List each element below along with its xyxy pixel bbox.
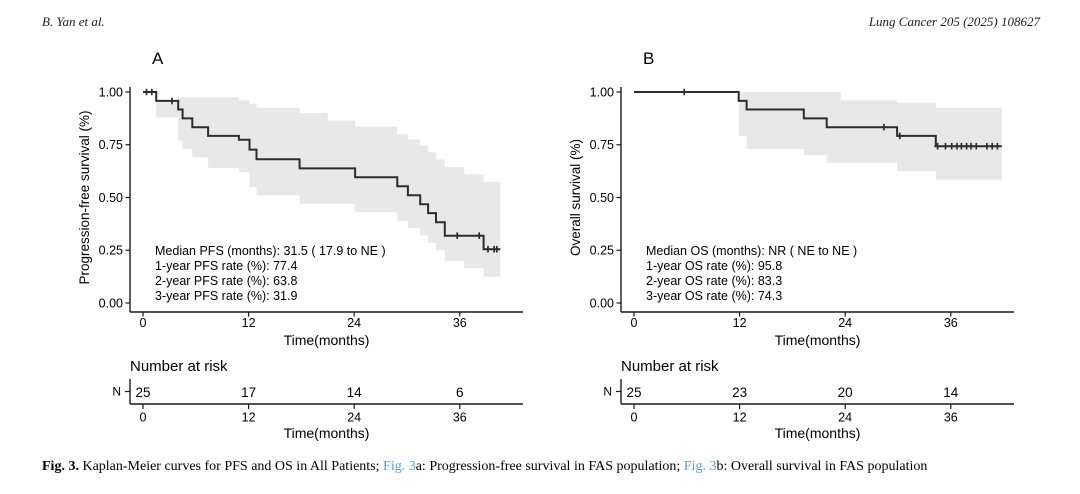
x-tick-label: 0 (140, 316, 147, 330)
annotation-line: 1-year OS rate (%): 95.8 (646, 259, 782, 273)
risk-value: 23 (732, 385, 747, 400)
risk-value: 14 (347, 385, 363, 400)
risk-table-title: Number at risk (130, 358, 228, 375)
annotation-line: 1-year PFS rate (%): 77.4 (155, 259, 297, 273)
annotation-line: 3-year OS rate (%): 74.3 (646, 289, 782, 303)
y-tick-label: 0.50 (99, 191, 123, 205)
running-head-journal: Lung Cancer 205 (2025) 108627 (868, 14, 1040, 29)
risk-value: 17 (241, 385, 256, 400)
y-tick-label: 0.50 (590, 191, 614, 205)
risk-tick-label: 0 (631, 411, 638, 425)
risk-tick-label: 36 (453, 411, 467, 425)
x-axis-title: Time(months) (775, 332, 861, 348)
km-panel-os: 1.00 0.75 0.50 0.25 0.00 0 12 24 36 B Overall surv… (566, 45, 1036, 450)
risk-value: 14 (943, 385, 959, 400)
annotation-line: 2-year PFS rate (%): 63.8 (155, 274, 297, 288)
censor-marks (143, 88, 501, 253)
figure-caption: Fig. 3. Kaplan-Meier curves for PFS and … (42, 459, 1040, 475)
x-tick-label: 36 (944, 316, 958, 330)
y-tick-label: 0.00 (590, 296, 614, 310)
risk-table-title: Number at risk (621, 358, 719, 375)
survival-curve (634, 91, 1002, 148)
km-chart-pfs: 1.00 0.75 0.50 0.25 0.00 0 12 24 36 A Progression-… (77, 49, 523, 441)
figure-caption-text-1: Kaplan-Meier curves for PFS and OS in Al… (78, 459, 384, 474)
y-axis-title: Overall survival (%) (568, 139, 583, 256)
figure-3a-link[interactable]: Fig. 3 (383, 459, 416, 474)
y-tick-label: 0.25 (99, 244, 123, 258)
panel-label: B (643, 49, 654, 68)
figure-caption-label: Fig. 3. (42, 459, 79, 474)
y-tick-label: 0.25 (590, 244, 614, 258)
km-chart-os: 1.00 0.75 0.50 0.25 0.00 0 12 24 36 B Overall surv… (568, 49, 1014, 441)
risk-tick-label: 12 (242, 411, 256, 425)
risk-value: 6 (456, 385, 464, 400)
risk-tick-label: 12 (733, 411, 747, 425)
figure-caption-text-3: b: Overall survival in FAS population (716, 459, 928, 474)
risk-axis-label: N (112, 385, 121, 399)
censor-marks (680, 88, 1001, 150)
y-tick-label: 1.00 (590, 85, 614, 99)
annotation-line: 2-year OS rate (%): 83.3 (646, 274, 782, 288)
x-tick-label: 0 (631, 316, 638, 330)
y-axis-title: Progression-free survival (%) (77, 110, 92, 284)
risk-tick-label: 24 (347, 411, 361, 425)
x-tick-label: 24 (838, 316, 852, 330)
risk-value: 20 (838, 385, 853, 400)
confidence-band (738, 92, 1002, 180)
y-tick-label: 0.75 (590, 138, 614, 152)
figure-caption-text-2: a: Progression-free survival in FAS popu… (415, 459, 684, 474)
risk-tick-label: 0 (140, 411, 147, 425)
risk-value: 25 (626, 385, 641, 400)
x-tick-label: 36 (453, 316, 467, 330)
risk-tick-label: 36 (944, 411, 958, 425)
km-panel-pfs: 1.00 0.75 0.50 0.25 0.00 0 12 24 36 A Progression-… (75, 45, 545, 450)
y-tick-label: 0.00 (99, 296, 123, 310)
x-tick-label: 12 (242, 316, 256, 330)
risk-axis-label: N (603, 385, 612, 399)
survival-curve (143, 91, 501, 251)
risk-value: 25 (135, 385, 150, 400)
y-tick-label: 0.75 (99, 138, 123, 152)
annotation-line: Median PFS (months): 31.5 ( 17.9 to NE ) (155, 244, 386, 258)
figure-3b-link[interactable]: Fig. 3 (683, 459, 717, 474)
panel-label: A (152, 49, 164, 68)
x-tick-label: 24 (347, 316, 361, 330)
y-tick-label: 1.00 (99, 85, 123, 99)
confidence-band (156, 97, 501, 277)
risk-time-axis-title: Time(months) (775, 425, 861, 441)
annotation-line: Median OS (months): NR ( NE to NE ) (646, 244, 857, 258)
x-axis-title: Time(months) (284, 332, 370, 348)
risk-tick-label: 24 (838, 411, 852, 425)
x-tick-label: 12 (733, 316, 747, 330)
running-head-authors: B. Yan et al. (42, 14, 105, 29)
annotation-line: 3-year PFS rate (%): 31.9 (155, 289, 297, 303)
risk-time-axis-title: Time(months) (284, 425, 370, 441)
